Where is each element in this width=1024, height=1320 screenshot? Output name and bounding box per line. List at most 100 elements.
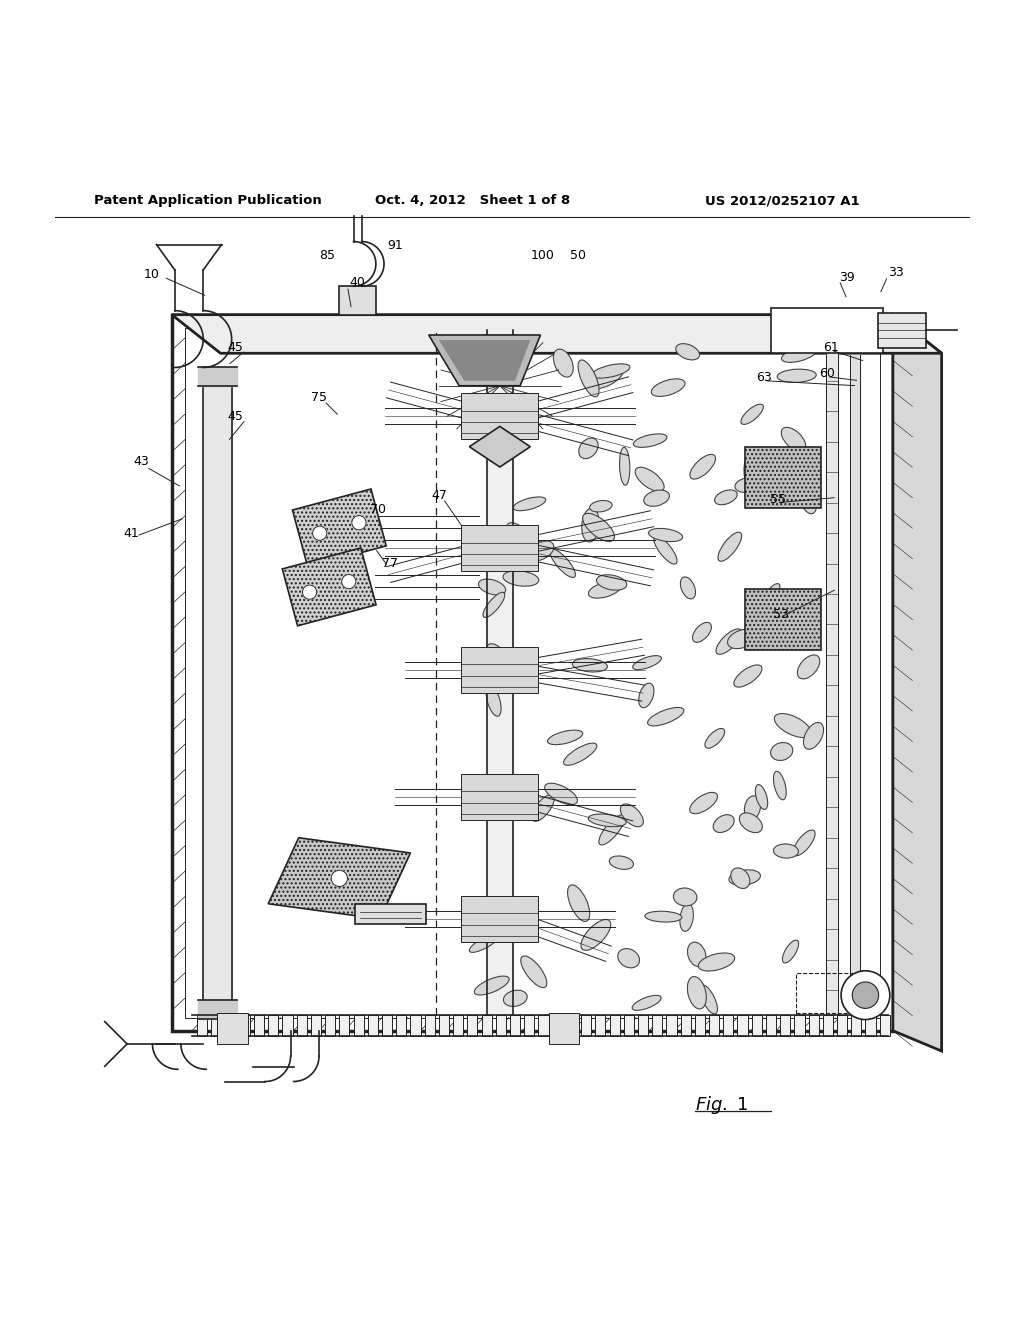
- Ellipse shape: [634, 434, 667, 447]
- Bar: [461, 393, 539, 440]
- Ellipse shape: [741, 404, 763, 425]
- Ellipse shape: [680, 577, 695, 599]
- Text: 47: 47: [431, 488, 446, 502]
- Ellipse shape: [645, 911, 682, 923]
- Ellipse shape: [744, 453, 762, 491]
- Ellipse shape: [483, 593, 505, 618]
- Bar: [581, 1015, 591, 1036]
- Bar: [878, 313, 927, 348]
- Bar: [567, 1015, 577, 1036]
- Circle shape: [342, 574, 356, 589]
- Ellipse shape: [477, 354, 495, 376]
- Ellipse shape: [617, 949, 640, 968]
- Bar: [865, 1015, 876, 1036]
- Ellipse shape: [798, 655, 820, 678]
- Ellipse shape: [756, 784, 768, 809]
- Bar: [553, 1015, 563, 1036]
- Bar: [667, 1015, 677, 1036]
- Ellipse shape: [526, 541, 554, 561]
- Text: 60: 60: [819, 367, 835, 380]
- Ellipse shape: [692, 623, 712, 643]
- Bar: [283, 548, 376, 626]
- Bar: [254, 1015, 264, 1036]
- Text: 75: 75: [311, 392, 327, 404]
- Bar: [439, 1015, 450, 1036]
- Text: 41: 41: [123, 527, 139, 540]
- Text: 77: 77: [382, 557, 398, 570]
- Bar: [851, 1015, 861, 1036]
- Polygon shape: [429, 335, 541, 385]
- Ellipse shape: [505, 396, 527, 424]
- Text: 91: 91: [387, 239, 403, 252]
- Polygon shape: [893, 314, 942, 1051]
- Ellipse shape: [474, 975, 509, 995]
- Bar: [609, 1015, 620, 1036]
- Bar: [744, 446, 821, 508]
- Bar: [198, 1015, 207, 1036]
- Ellipse shape: [739, 813, 762, 833]
- Ellipse shape: [762, 583, 780, 609]
- Ellipse shape: [782, 940, 799, 962]
- Ellipse shape: [781, 347, 816, 363]
- Bar: [695, 1015, 705, 1036]
- Ellipse shape: [596, 574, 627, 590]
- Bar: [396, 1015, 407, 1036]
- Ellipse shape: [508, 533, 535, 561]
- Ellipse shape: [621, 804, 643, 826]
- Bar: [823, 1015, 833, 1036]
- Bar: [185, 327, 880, 1018]
- Ellipse shape: [531, 795, 554, 821]
- Text: 85: 85: [319, 249, 335, 263]
- Ellipse shape: [633, 656, 662, 669]
- Ellipse shape: [553, 348, 573, 378]
- Text: 53: 53: [773, 607, 790, 620]
- Ellipse shape: [486, 685, 501, 717]
- Bar: [240, 1015, 250, 1036]
- Bar: [411, 1015, 421, 1036]
- Ellipse shape: [644, 490, 670, 507]
- Bar: [268, 1015, 279, 1036]
- Ellipse shape: [765, 463, 782, 488]
- Ellipse shape: [654, 536, 677, 564]
- Bar: [771, 308, 883, 354]
- Bar: [453, 1015, 463, 1036]
- Ellipse shape: [804, 722, 823, 750]
- Bar: [752, 1015, 762, 1036]
- Bar: [795, 1015, 805, 1036]
- Bar: [339, 286, 376, 314]
- Ellipse shape: [588, 814, 626, 826]
- Ellipse shape: [472, 354, 505, 376]
- Ellipse shape: [648, 528, 683, 541]
- Polygon shape: [268, 838, 411, 919]
- Bar: [467, 1015, 477, 1036]
- Bar: [638, 1015, 648, 1036]
- Ellipse shape: [715, 490, 737, 504]
- Ellipse shape: [705, 729, 725, 748]
- Bar: [461, 896, 539, 942]
- Ellipse shape: [699, 985, 718, 1014]
- Bar: [723, 1015, 733, 1036]
- Bar: [549, 1014, 580, 1044]
- Bar: [293, 488, 386, 566]
- Text: 43: 43: [133, 455, 150, 469]
- Ellipse shape: [572, 659, 607, 672]
- Ellipse shape: [690, 792, 718, 813]
- Ellipse shape: [777, 370, 816, 383]
- Ellipse shape: [632, 995, 662, 1010]
- Ellipse shape: [731, 869, 750, 888]
- Ellipse shape: [773, 771, 786, 800]
- Text: 70: 70: [370, 503, 386, 516]
- Ellipse shape: [582, 508, 599, 543]
- Bar: [837, 1015, 847, 1036]
- Ellipse shape: [794, 830, 815, 855]
- Circle shape: [852, 982, 879, 1008]
- Ellipse shape: [513, 496, 546, 511]
- Text: 63: 63: [756, 371, 772, 384]
- Ellipse shape: [512, 671, 532, 692]
- Ellipse shape: [773, 843, 799, 858]
- Bar: [744, 589, 821, 649]
- Bar: [766, 1015, 776, 1036]
- Bar: [461, 647, 539, 693]
- Ellipse shape: [591, 367, 624, 388]
- Circle shape: [331, 870, 347, 887]
